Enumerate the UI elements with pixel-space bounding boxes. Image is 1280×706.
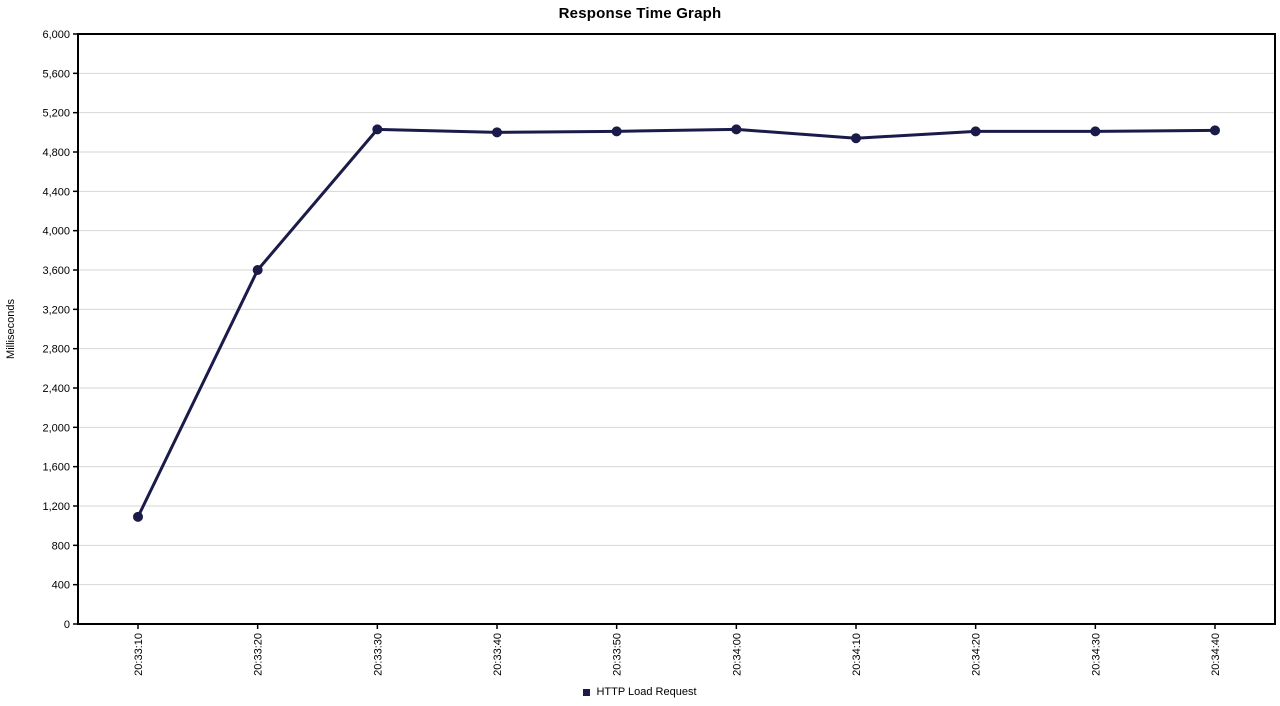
y-tick-label: 3,200: [42, 304, 70, 316]
data-point: [492, 127, 502, 138]
y-tick-label: 1,600: [42, 462, 70, 474]
x-tick-label: 20:33:40: [492, 633, 504, 676]
y-tick-label: 5,600: [42, 68, 70, 80]
data-point: [252, 265, 263, 275]
y-tick-label: 0: [64, 619, 70, 631]
data-point: [1210, 125, 1220, 136]
data-point: [851, 133, 861, 144]
x-tick-label: 20:34:10: [851, 633, 863, 676]
data-point: [970, 126, 981, 137]
y-tick-label: 4,400: [42, 186, 70, 198]
x-tick-label: 20:34:30: [1090, 633, 1102, 676]
y-tick-label: 3,600: [42, 265, 70, 277]
series-line: [136, 127, 1217, 519]
data-point: [1090, 126, 1101, 137]
y-tick-label: 4,800: [42, 147, 70, 159]
x-tick-label: 20:33:30: [372, 633, 384, 676]
data-point: [372, 124, 383, 135]
data-point: [133, 511, 143, 522]
y-tick-label: 2,800: [42, 344, 70, 356]
legend-series-swatch: [583, 688, 591, 696]
y-tick-label: 800: [52, 540, 70, 552]
x-tick-label: 20:34:20: [971, 633, 983, 676]
y-tick-label: 400: [52, 580, 70, 592]
chart-title: Response Time Graph: [558, 5, 722, 22]
data-point: [731, 124, 742, 135]
y-tick-label: 6,000: [42, 29, 70, 41]
legend: HTTP Load Request: [0, 686, 1280, 698]
y-tick-label: 2,000: [42, 422, 70, 434]
x-tick-label: 20:34:00: [731, 633, 743, 676]
y-tick-label: 2,400: [42, 383, 70, 395]
legend-series-label: HTTP Load Request: [596, 686, 697, 698]
x-tick-label: 20:34:40: [1210, 633, 1222, 676]
y-tick-label: 1,200: [42, 501, 70, 513]
x-tick-label: 20:33:20: [253, 633, 265, 676]
x-tick-label: 20:33:10: [133, 633, 145, 676]
y-tick-label: 4,000: [42, 226, 70, 238]
data-point: [611, 126, 622, 137]
y-tick-label: 5,200: [42, 108, 70, 120]
plot-border: [77, 33, 1276, 625]
x-tick-label: 20:33:50: [612, 633, 624, 676]
